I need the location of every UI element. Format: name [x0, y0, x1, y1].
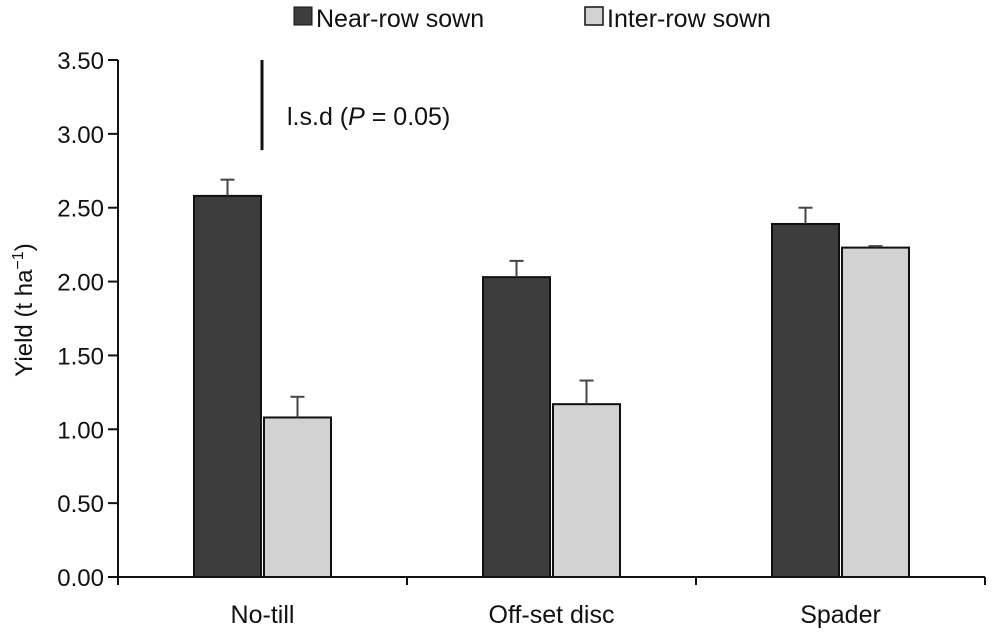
- bar-inter-row: [841, 246, 910, 578]
- y-axis: 0.00 0.50 1.00 1.50 2.00 2.50 3.00 3.50: [57, 48, 119, 592]
- bar-near-row: [482, 276, 551, 578]
- lsd-indicator: l.s.d (P = 0.05): [260, 60, 450, 151]
- x-tick-label: Spader: [800, 601, 881, 629]
- y-tick-label: 2.50: [57, 196, 104, 223]
- y-axis-title: Yield (t ha−1): [10, 243, 38, 376]
- y-tick-label: 3.50: [57, 48, 104, 75]
- legend-swatch-inter-row: [584, 6, 604, 26]
- y-tick-label: 1.00: [57, 417, 104, 444]
- legend-swatch-near-row: [293, 6, 313, 26]
- legend: Near-row sown Inter-row sown: [293, 5, 771, 33]
- bar-inter-row: [552, 403, 621, 578]
- x-tick-label: Off-set disc: [489, 601, 615, 629]
- bars: [193, 178, 910, 578]
- y-tick-label: 0.50: [57, 491, 104, 518]
- lsd-label-prefix: l.s.d (: [287, 103, 349, 131]
- bar-inter-row: [263, 416, 332, 578]
- y-tick-label: 1.50: [57, 343, 104, 370]
- y-axis-title-main: Yield (t ha: [11, 269, 38, 377]
- y-axis-title-sup: −1: [10, 251, 27, 269]
- y-axis-title-close: ): [11, 243, 38, 251]
- x-tick-label: No-till: [231, 601, 295, 629]
- lsd-label-p: P: [348, 103, 365, 131]
- lsd-label: l.s.d (P = 0.05): [287, 103, 450, 131]
- y-tick-label: 3.00: [57, 122, 104, 149]
- x-axis: No-till Off-set disc Spader: [117, 576, 986, 629]
- bar-near-row: [193, 194, 262, 578]
- bar-near-row: [771, 222, 840, 578]
- y-tick-label: 2.00: [57, 270, 104, 297]
- lsd-label-suffix: = 0.05): [365, 103, 450, 131]
- legend-label-inter-row: Inter-row sown: [607, 5, 771, 33]
- y-tick-label: 0.00: [57, 565, 104, 592]
- legend-label-near-row: Near-row sown: [316, 5, 484, 33]
